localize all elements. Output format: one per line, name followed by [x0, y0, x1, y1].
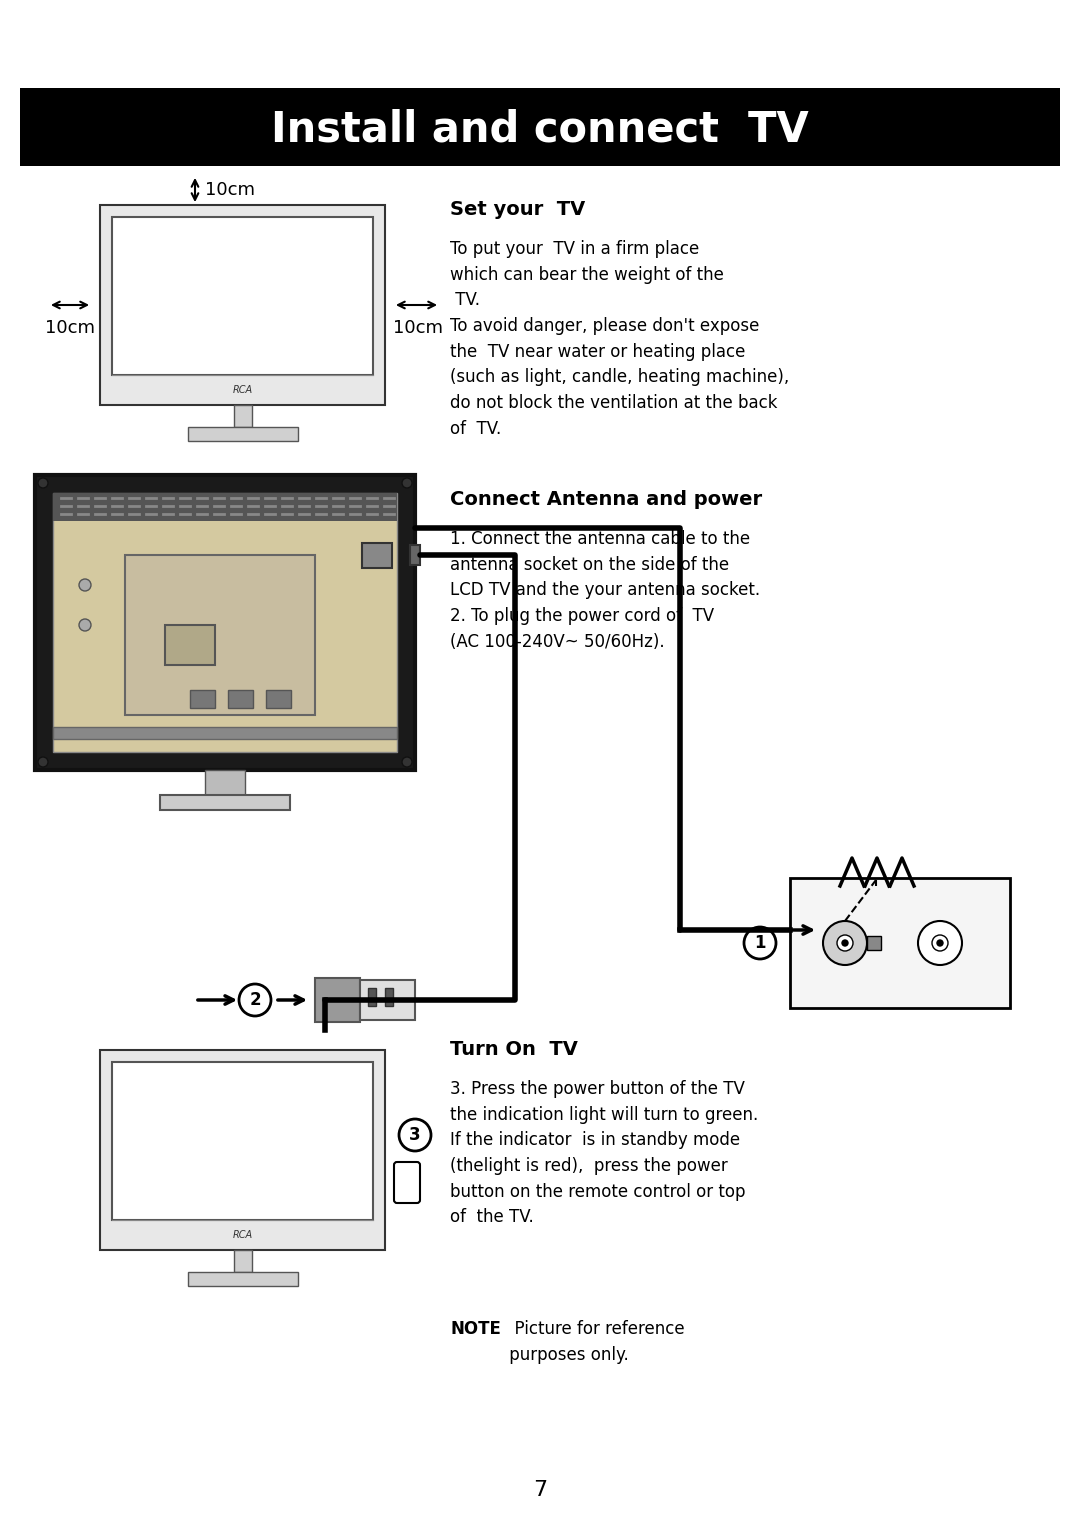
Bar [165, 625, 215, 664]
Bar [125, 554, 315, 715]
Bar [233, 405, 252, 428]
Bar [190, 690, 215, 709]
Bar [266, 690, 291, 709]
Text: 10cm: 10cm [393, 319, 443, 337]
Bar [368, 988, 376, 1006]
Bar [362, 544, 392, 568]
Bar [53, 493, 397, 751]
Bar [228, 690, 253, 709]
Circle shape [937, 941, 943, 947]
Text: 3: 3 [409, 1125, 421, 1144]
Bar [188, 1272, 297, 1286]
Circle shape [823, 921, 867, 965]
Text: 10cm: 10cm [205, 182, 255, 199]
Bar [112, 1061, 373, 1220]
Text: Install and connect  TV: Install and connect TV [271, 108, 809, 151]
Text: Picture for reference
 purposes only.: Picture for reference purposes only. [504, 1319, 685, 1364]
Circle shape [837, 935, 853, 951]
Text: 10cm: 10cm [45, 319, 95, 337]
Bar [21, 89, 1059, 166]
Text: 3. Press the power button of the TV
the indication light will turn to green.
If : 3. Press the power button of the TV the … [450, 1080, 758, 1226]
Bar [100, 1051, 384, 1251]
Text: Set your  TV: Set your TV [450, 200, 585, 218]
Bar [410, 545, 420, 565]
Text: 1: 1 [754, 935, 766, 951]
Circle shape [402, 478, 411, 489]
Circle shape [79, 618, 91, 631]
Bar [188, 428, 297, 441]
Bar [100, 205, 384, 405]
Circle shape [38, 757, 48, 767]
Bar [112, 217, 373, 376]
Text: To put your  TV in a firm place
which can bear the weight of the
 TV.
To avoid d: To put your TV in a firm place which can… [450, 240, 789, 438]
Bar [867, 936, 881, 950]
Circle shape [38, 478, 48, 489]
Circle shape [402, 757, 411, 767]
Circle shape [399, 1119, 431, 1151]
Bar [233, 1251, 252, 1272]
Circle shape [918, 921, 962, 965]
Bar [205, 770, 245, 796]
Bar [360, 980, 415, 1020]
Text: 1. Connect the antenna cable to the
antenna socket on the side of the
LCD TV and: 1. Connect the antenna cable to the ante… [450, 530, 760, 651]
Bar [315, 977, 360, 1022]
Circle shape [932, 935, 948, 951]
Circle shape [239, 983, 271, 1015]
Circle shape [744, 927, 777, 959]
Bar [53, 727, 397, 739]
Bar [160, 796, 291, 809]
Text: Connect Antenna and power: Connect Antenna and power [450, 490, 762, 508]
Bar [384, 988, 393, 1006]
Text: 7: 7 [532, 1480, 548, 1500]
Text: RCA: RCA [232, 385, 253, 395]
Text: 2: 2 [249, 991, 260, 1009]
Text: RCA: RCA [232, 1231, 253, 1240]
Bar [789, 878, 1010, 1008]
Circle shape [842, 941, 848, 947]
Bar [53, 493, 397, 521]
Text: Turn On  TV: Turn On TV [450, 1040, 578, 1060]
Text: NOTE: NOTE [450, 1319, 501, 1338]
Circle shape [79, 579, 91, 591]
Bar [35, 475, 415, 770]
FancyBboxPatch shape [394, 1162, 420, 1203]
